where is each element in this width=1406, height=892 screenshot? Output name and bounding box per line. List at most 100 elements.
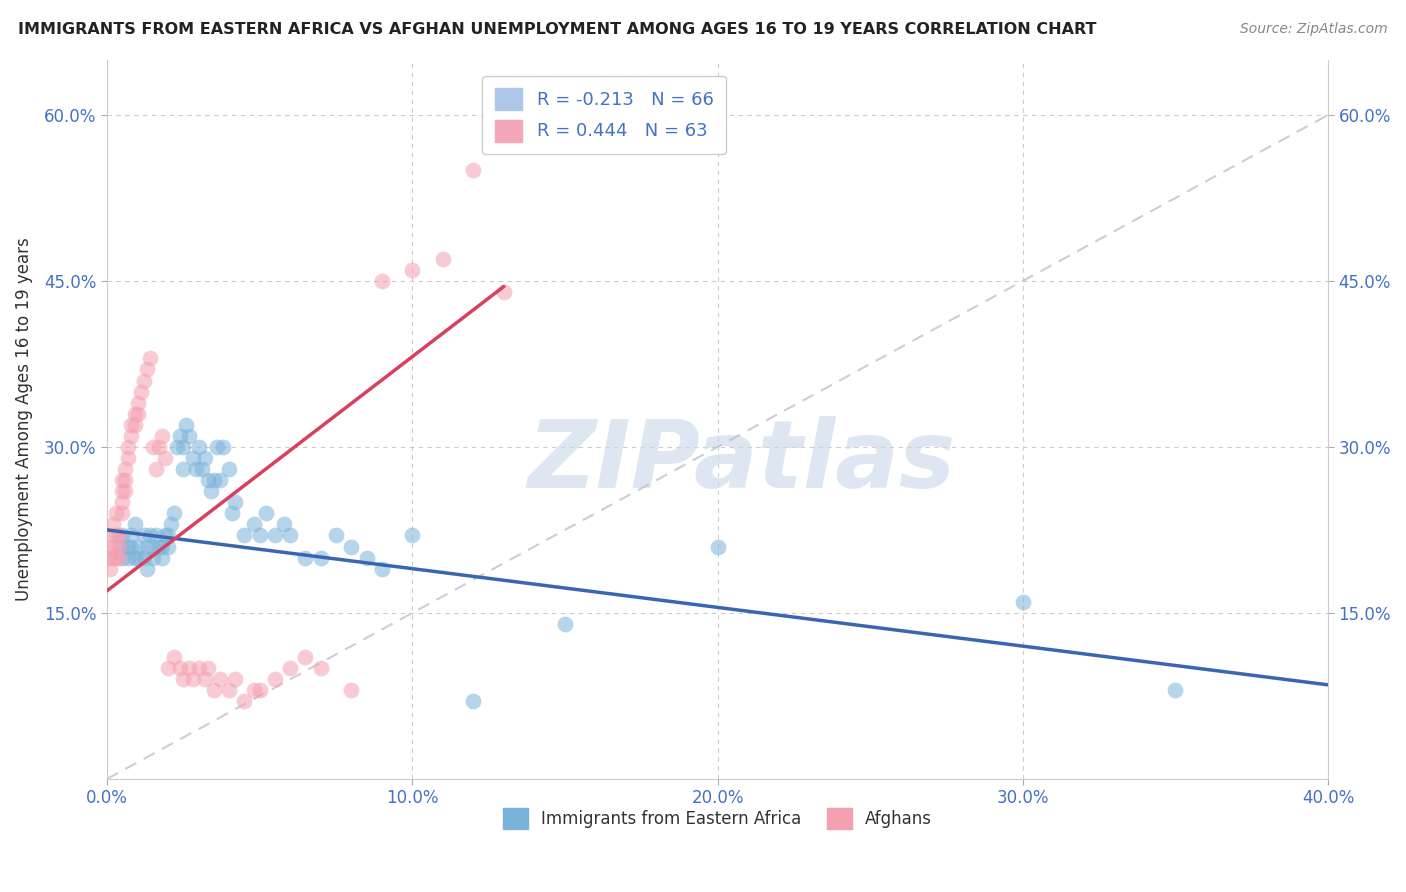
Point [166, 440, 188, 454]
Point [294, 650, 316, 665]
Point [129, 384, 152, 399]
Point [150, 429, 173, 443]
Point [142, 550, 165, 565]
Point [264, 673, 287, 687]
Point [202, 683, 225, 698]
Point [157, 540, 180, 554]
Point [1011, 595, 1033, 609]
Point [108, 540, 131, 554]
Point [212, 440, 235, 454]
Point [249, 683, 271, 698]
Point [98, 562, 121, 576]
Point [242, 517, 264, 532]
Point [145, 462, 167, 476]
Point [117, 440, 139, 454]
Point [150, 540, 173, 554]
Point [463, 694, 485, 708]
Point [190, 462, 212, 476]
Point [492, 285, 515, 299]
Point [221, 506, 243, 520]
Point [124, 407, 146, 421]
Point [169, 429, 191, 443]
Point [105, 550, 128, 565]
Point [142, 540, 165, 554]
Point [145, 528, 167, 542]
Point [218, 462, 240, 476]
Point [200, 484, 222, 499]
Point [197, 661, 219, 675]
Text: Source: ZipAtlas.com: Source: ZipAtlas.com [1240, 22, 1388, 37]
Point [401, 528, 423, 542]
Point [111, 540, 134, 554]
Point [124, 550, 146, 565]
Point [114, 462, 136, 476]
Point [278, 528, 301, 542]
Point [111, 495, 134, 509]
Point [163, 650, 186, 665]
Point [132, 528, 155, 542]
Point [309, 550, 332, 565]
Point [249, 528, 271, 542]
Point [187, 661, 209, 675]
Point [157, 528, 180, 542]
Point [111, 484, 134, 499]
Point [172, 673, 194, 687]
Point [132, 374, 155, 388]
Point [101, 550, 124, 565]
Point [127, 395, 149, 409]
Point [208, 473, 231, 487]
Point [242, 683, 264, 698]
Point [163, 506, 186, 520]
Point [127, 407, 149, 421]
Point [181, 450, 204, 465]
Point [224, 673, 246, 687]
Point [187, 440, 209, 454]
Point [117, 550, 139, 565]
Point [197, 473, 219, 487]
Point [124, 517, 146, 532]
Point [205, 440, 228, 454]
Point [172, 462, 194, 476]
Point [371, 562, 394, 576]
Point [132, 550, 155, 565]
Point [108, 528, 131, 542]
Point [111, 550, 134, 565]
Point [101, 528, 124, 542]
Point [120, 417, 142, 432]
Point [124, 417, 146, 432]
Point [160, 517, 183, 532]
Point [194, 673, 217, 687]
Point [172, 440, 194, 454]
Point [157, 661, 180, 675]
Point [114, 484, 136, 499]
Point [139, 528, 162, 542]
Point [233, 694, 256, 708]
Point [224, 495, 246, 509]
Point [463, 163, 485, 178]
Point [432, 252, 454, 266]
Point [325, 528, 347, 542]
Point [105, 528, 128, 542]
Point [554, 617, 576, 632]
Point [309, 661, 332, 675]
Text: ZIPatlas: ZIPatlas [527, 417, 956, 508]
Point [233, 528, 256, 542]
Point [401, 263, 423, 277]
Point [294, 550, 316, 565]
Point [153, 528, 176, 542]
Point [148, 440, 170, 454]
Point [135, 562, 157, 576]
Y-axis label: Unemployment Among Ages 16 to 19 years: Unemployment Among Ages 16 to 19 years [15, 237, 32, 601]
Point [340, 683, 363, 698]
Point [148, 540, 170, 554]
Point [117, 450, 139, 465]
Point [120, 540, 142, 554]
Point [135, 362, 157, 376]
Point [179, 661, 201, 675]
Point [153, 450, 176, 465]
Point [117, 540, 139, 554]
Point [194, 450, 217, 465]
Text: IMMIGRANTS FROM EASTERN AFRICA VS AFGHAN UNEMPLOYMENT AMONG AGES 16 TO 19 YEARS : IMMIGRANTS FROM EASTERN AFRICA VS AFGHAN… [18, 22, 1097, 37]
Point [202, 473, 225, 487]
Point [356, 550, 378, 565]
